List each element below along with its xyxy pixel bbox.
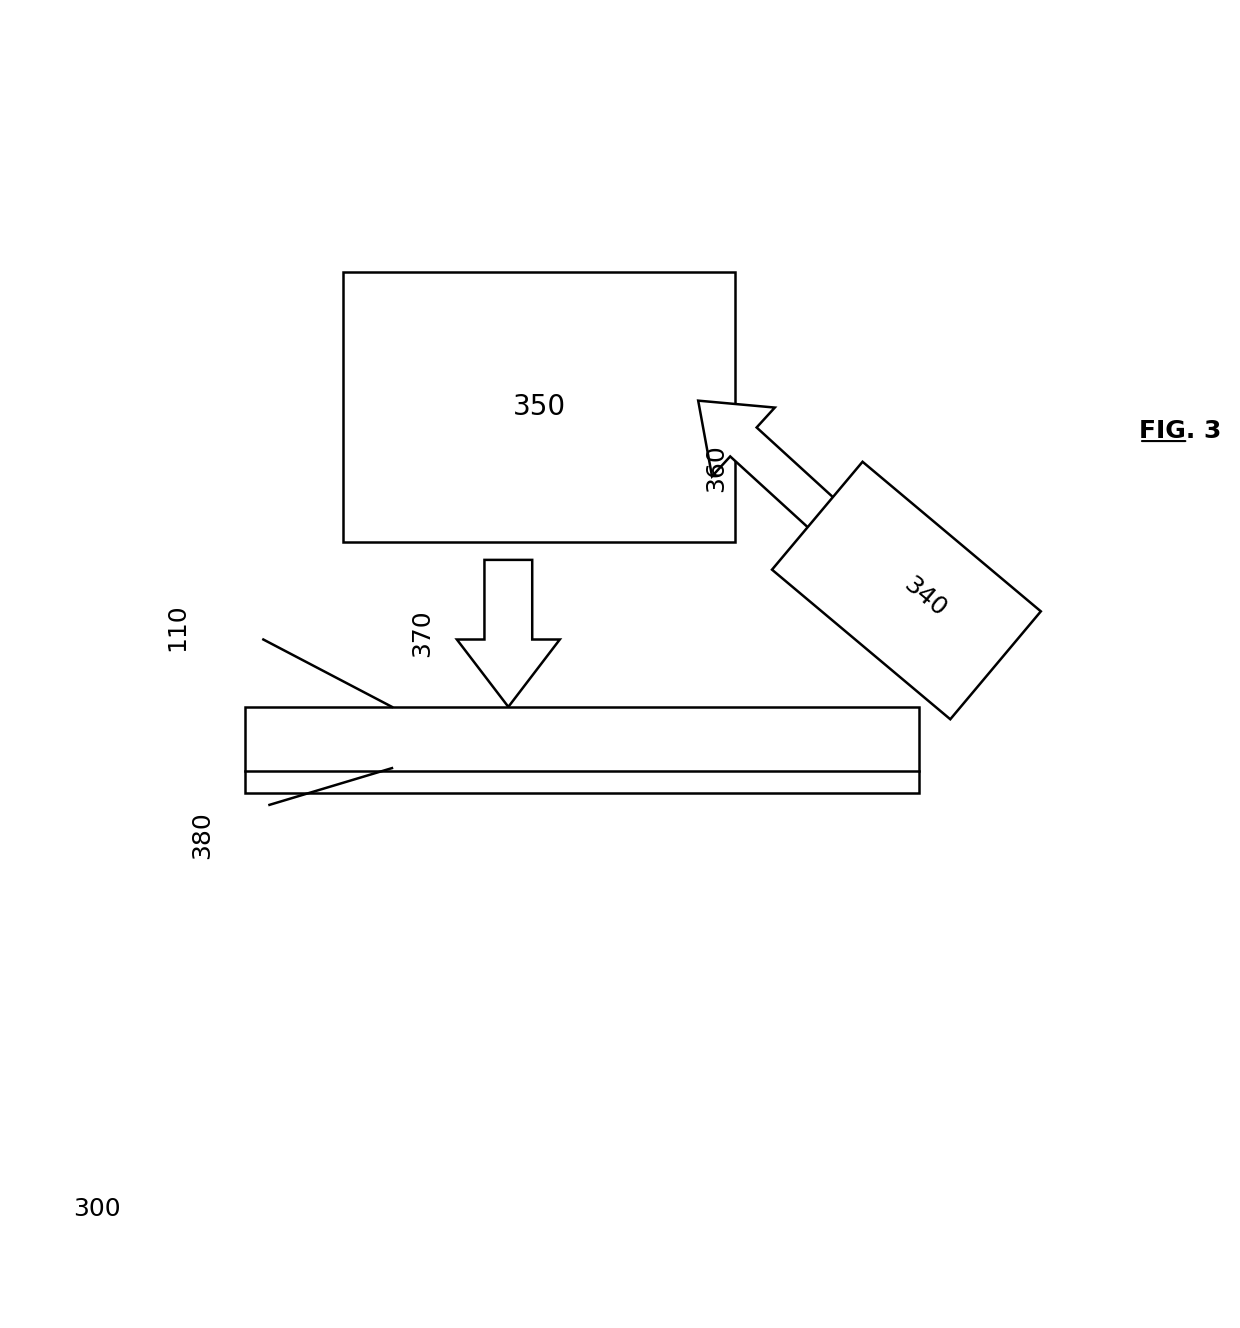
- Text: FIG. 3: FIG. 3: [1140, 420, 1221, 444]
- Text: 110: 110: [165, 603, 190, 651]
- Polygon shape: [773, 462, 1040, 720]
- Polygon shape: [698, 401, 852, 543]
- Text: 340: 340: [899, 572, 951, 622]
- Polygon shape: [456, 560, 559, 706]
- Bar: [246, 706, 919, 793]
- Text: 380: 380: [190, 811, 213, 859]
- Text: 360: 360: [704, 444, 728, 491]
- Text: 300: 300: [73, 1197, 122, 1220]
- Text: 370: 370: [410, 610, 434, 657]
- Text: 350: 350: [512, 393, 565, 421]
- Bar: [343, 272, 735, 542]
